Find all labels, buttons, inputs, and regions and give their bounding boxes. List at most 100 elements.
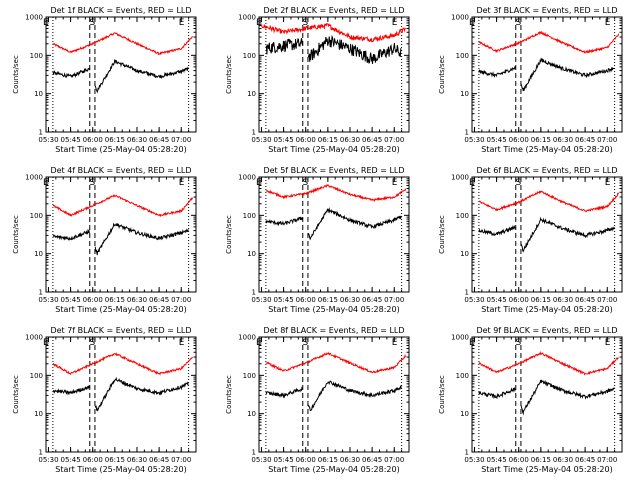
y-tick-label: 1000 (238, 334, 256, 342)
y-tick-label: 1 (39, 129, 43, 137)
series-lld (478, 350, 619, 376)
marker-label: S (515, 178, 521, 188)
x-tick-label: 05:45 (273, 296, 293, 304)
series-lld (52, 194, 194, 218)
y-tick-label: 1 (465, 129, 469, 137)
y-axis-label: Counts/sec (225, 215, 233, 254)
y-tick-label: 10 (460, 90, 469, 98)
marker-label: E (43, 338, 49, 348)
chart-panel-8: Det 8f BLACK = Events, RED = LLD 1 10 100 10… (225, 326, 410, 474)
marker-label: E (605, 338, 611, 348)
x-axis-label: Start Time (25-May-04 05:28:20) (481, 305, 612, 314)
marker-label: S (302, 338, 308, 348)
x-tick-label: 06:15 (318, 296, 338, 304)
marker-label: S (89, 338, 95, 348)
x-tick-label: 06:00 (509, 456, 529, 464)
x-tick-label: 06:30 (127, 136, 147, 144)
y-axis-label: Counts/sec (438, 55, 446, 94)
x-tick-label: 07:00 (384, 136, 404, 144)
y-tick-label: 100 (456, 372, 469, 380)
x-tick-label: 06:45 (575, 296, 595, 304)
marker-label: E (179, 18, 185, 28)
series-events (478, 57, 615, 92)
y-tick-label: 10 (34, 250, 43, 258)
chart-panel-5: Det 5f BLACK = Events, RED = LLD 1 10 100 10… (225, 166, 410, 314)
x-tick-label: 06:00 (83, 456, 103, 464)
x-tick-label: 06:00 (509, 136, 529, 144)
x-tick-label: 06:00 (296, 456, 316, 464)
chart-panel-9: Det 9f BLACK = Events, RED = LLD 1 10 100 10… (438, 326, 623, 474)
x-tick-label: 05:45 (486, 136, 506, 144)
x-tick-label: 06:30 (127, 456, 147, 464)
y-tick-label: 100 (243, 52, 256, 60)
x-axis-label: Start Time (25-May-04 05:28:20) (481, 465, 612, 474)
marker-label: S (302, 178, 308, 188)
x-tick-label: 06:45 (575, 136, 595, 144)
x-tick-label: 05:45 (486, 296, 506, 304)
y-axis-label: Counts/sec (225, 375, 233, 414)
chart-panel-1: Det 1f BLACK = Events, RED = LLD 1 10 100 10… (12, 6, 197, 154)
y-tick-label: 1000 (451, 14, 469, 22)
y-tick-label: 10 (460, 250, 469, 258)
marker-label: E (179, 338, 185, 348)
x-tick-label: 07:00 (171, 456, 191, 464)
chart-panel-2: Det 2f BLACK = Events, RED = LLD 1 10 100 10… (225, 6, 410, 154)
chart-panel-6: Det 6f BLACK = Events, RED = LLD 1 10 100 10… (438, 166, 623, 314)
series-lld (478, 30, 620, 54)
series-lld (265, 184, 407, 202)
marker-label: S (302, 18, 308, 28)
y-tick-label: 1000 (238, 174, 256, 182)
x-axis-label: Start Time (25-May-04 05:28:20) (268, 465, 399, 474)
marker-label: E (43, 18, 49, 28)
y-tick-label: 1 (39, 449, 43, 457)
x-tick-label: 07:00 (597, 136, 617, 144)
x-tick-label: 05:45 (273, 456, 293, 464)
x-axis-label: Start Time (25-May-04 05:28:20) (268, 305, 399, 314)
y-tick-label: 10 (34, 90, 43, 98)
y-axis-label: Counts/sec (12, 215, 20, 254)
marker-label: E (469, 18, 475, 28)
y-tick-label: 1 (465, 449, 469, 457)
x-tick-label: 07:00 (171, 296, 191, 304)
chart-title: Det 3f BLACK = Events, RED = LLD (476, 6, 617, 15)
series-lld (261, 23, 406, 43)
marker-label: S (515, 338, 521, 348)
x-tick-label: 05:45 (60, 456, 80, 464)
y-tick-label: 1000 (238, 14, 256, 22)
series-events (265, 380, 402, 412)
marker-label: S (89, 18, 95, 28)
marker-label: E (469, 178, 475, 188)
marker-label: E (392, 338, 398, 348)
x-tick-label: 06:00 (509, 296, 529, 304)
x-tick-label: 06:45 (362, 136, 382, 144)
x-tick-label: 06:30 (127, 296, 147, 304)
x-tick-label: 06:45 (149, 456, 169, 464)
x-tick-label: 07:00 (384, 296, 404, 304)
x-tick-label: 06:45 (149, 296, 169, 304)
y-axis-label: Counts/sec (12, 55, 20, 94)
x-tick-label: 06:15 (105, 456, 125, 464)
y-tick-label: 1 (252, 289, 256, 297)
marker-label: E (256, 18, 262, 28)
x-tick-label: 06:15 (531, 296, 551, 304)
x-tick-label: 06:00 (296, 136, 316, 144)
x-tick-label: 07:00 (171, 136, 191, 144)
marker-label: S (515, 18, 521, 28)
y-axis-label: Counts/sec (438, 375, 446, 414)
y-tick-label: 100 (30, 212, 43, 220)
series-lld (52, 352, 193, 376)
y-tick-label: 1000 (25, 14, 43, 22)
y-axis-label: Counts/sec (438, 215, 446, 254)
marker-label: S (89, 178, 95, 188)
x-axis-label: Start Time (25-May-04 05:28:20) (268, 145, 399, 154)
chart-title: Det 8f BLACK = Events, RED = LLD (263, 326, 404, 335)
y-tick-label: 1000 (451, 174, 469, 182)
marker-label: E (392, 18, 398, 28)
x-tick-label: 05:30 (251, 456, 271, 464)
x-axis-label: Start Time (25-May-04 05:28:20) (55, 465, 186, 474)
x-tick-label: 06:45 (575, 456, 595, 464)
y-tick-label: 1 (252, 129, 256, 137)
series-events (52, 59, 189, 94)
